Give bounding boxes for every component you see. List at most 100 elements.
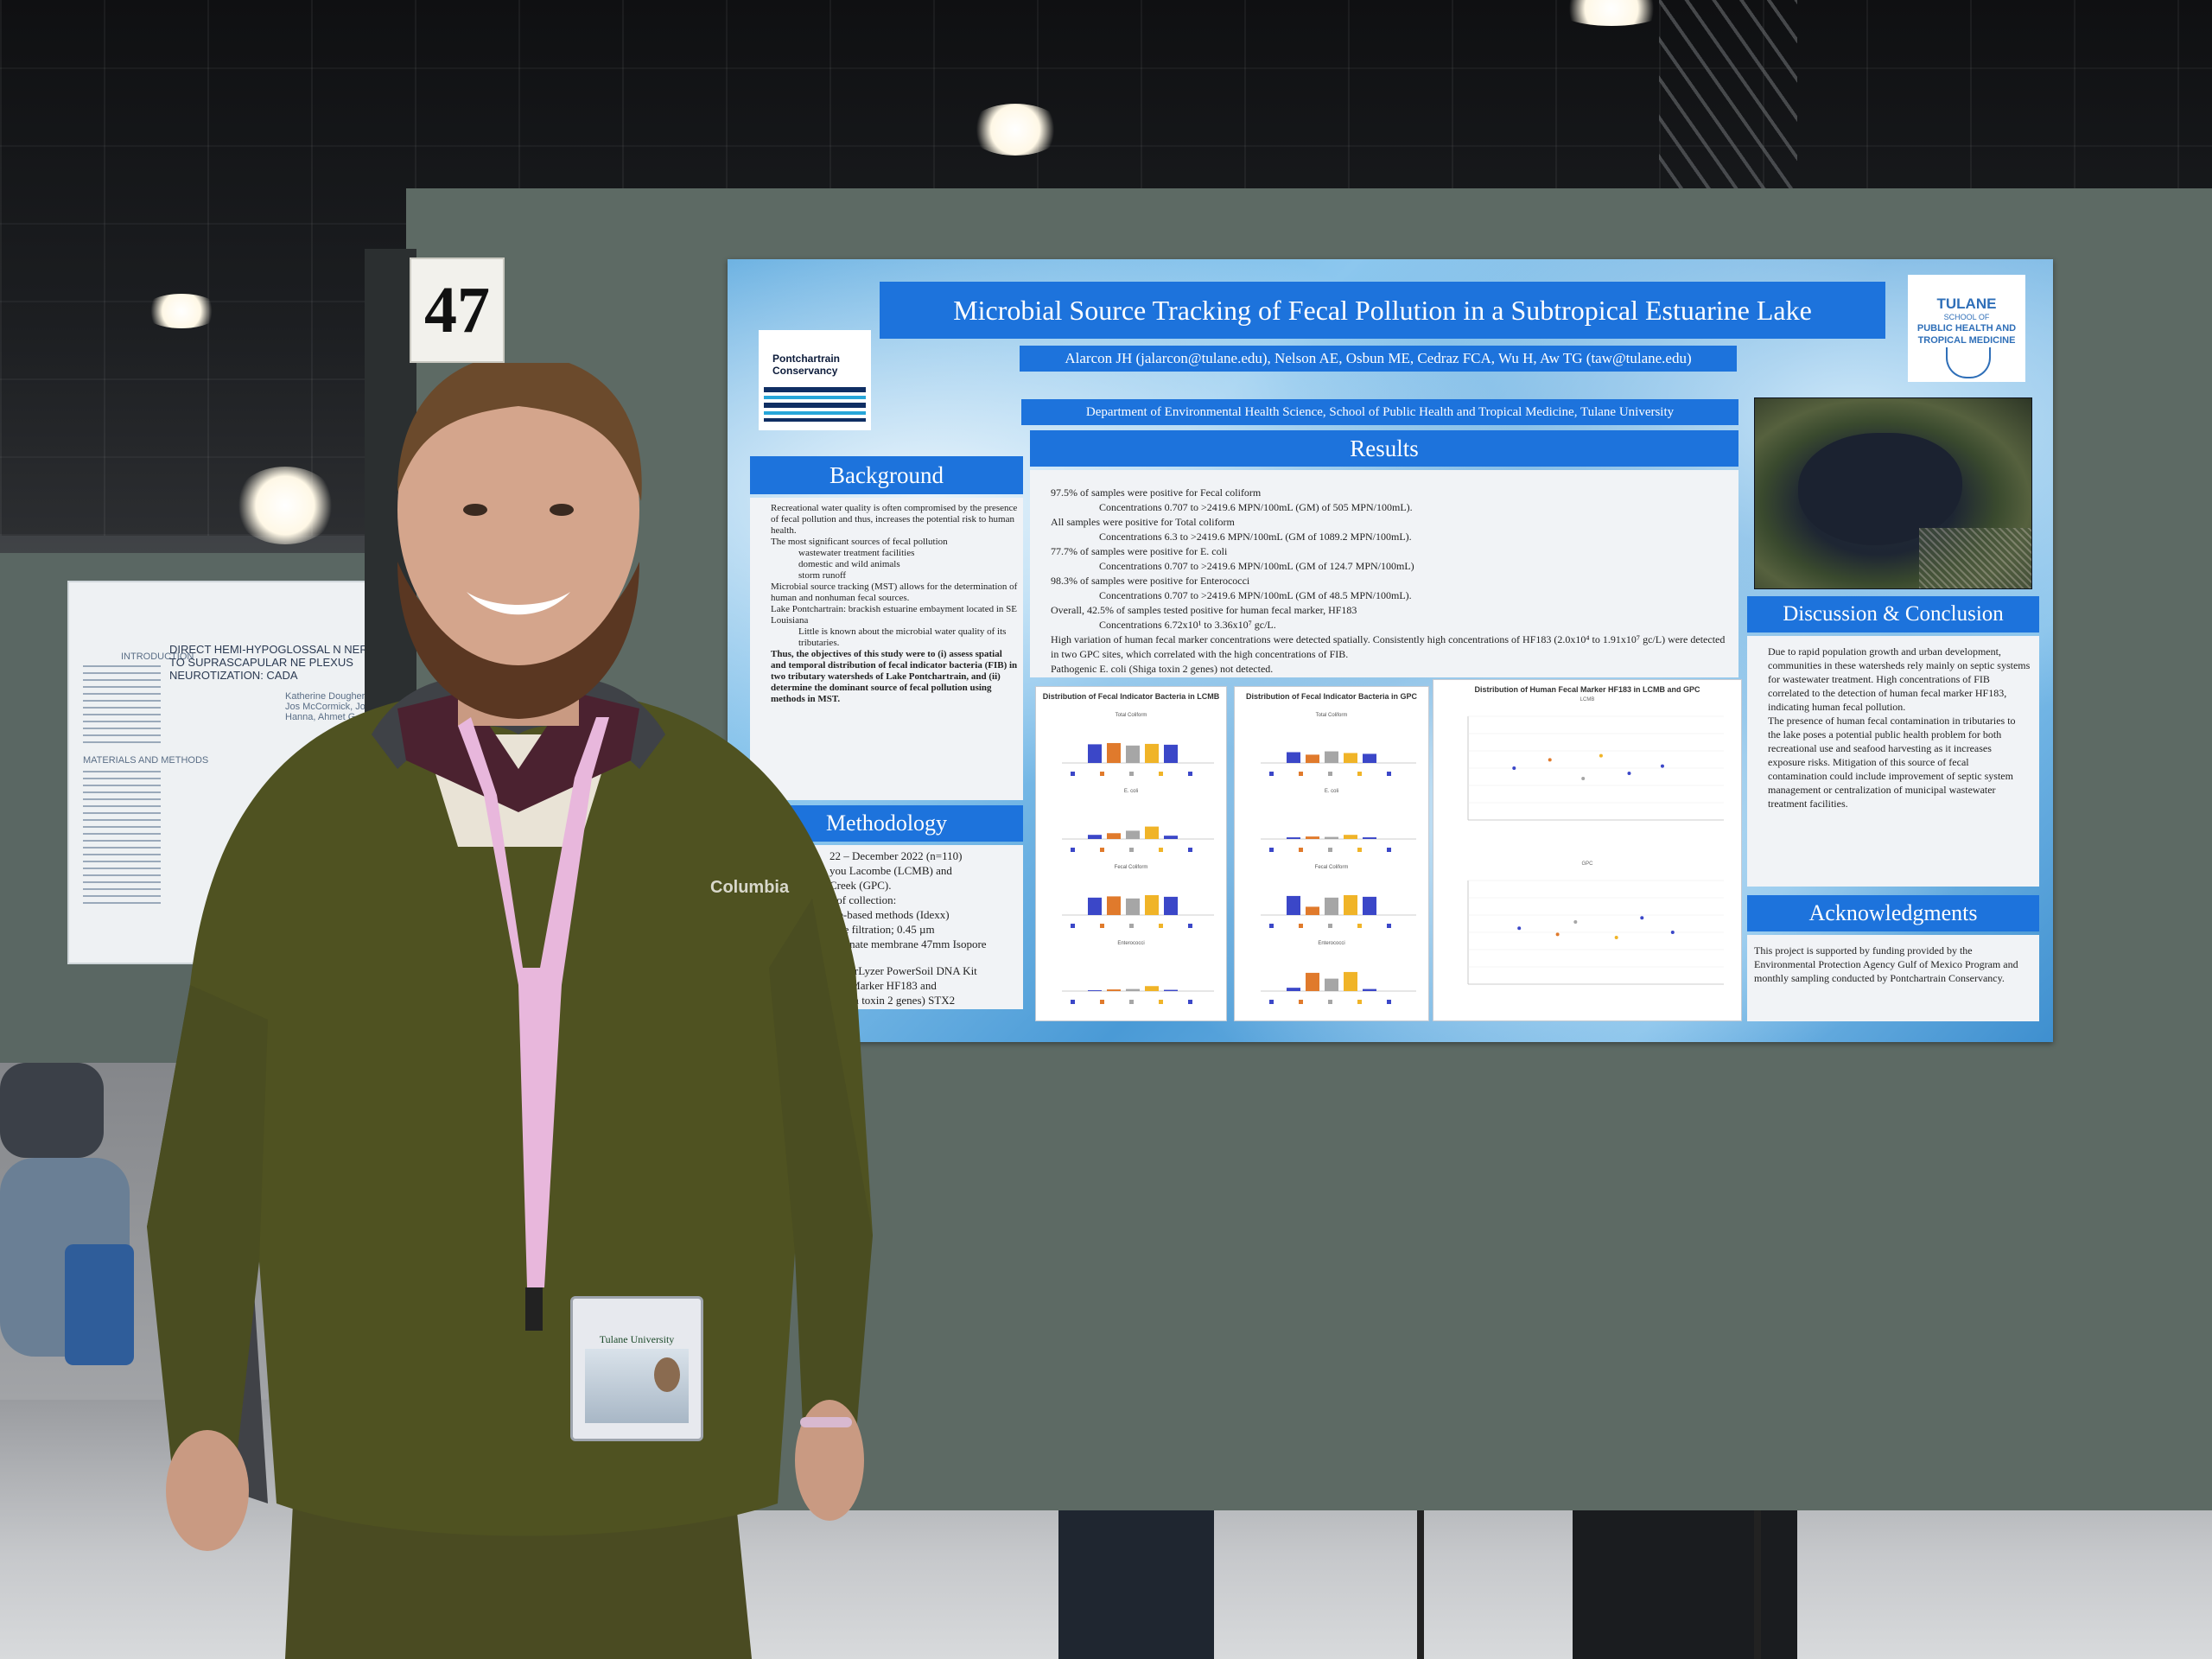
legend-swatch [1269, 924, 1274, 928]
chart-bar [1306, 754, 1319, 763]
background-item: Microbial source tracking (MST) allows f… [771, 582, 1018, 603]
background-panel [750, 498, 1023, 800]
lake-shape [1798, 433, 1962, 545]
results-item: Concentrations 6.72x10¹ to 3.36x10⁷ gc/L… [1099, 619, 1276, 631]
face [397, 363, 639, 665]
legend-swatch [1328, 1000, 1332, 1004]
background-item: storm runoff [798, 570, 847, 581]
backpack [65, 1244, 134, 1365]
left-poster-methods-heading: MATERIALS AND METHODS [83, 755, 209, 766]
tulane-logo-line2: SCHOOL OF [1943, 313, 1990, 321]
methodology-item: 22 – December 2022 (n=110) [830, 849, 963, 862]
chart-bar [1107, 833, 1121, 839]
legend-swatch [1387, 924, 1391, 928]
legend-swatch [1269, 848, 1274, 852]
chart-point [1627, 772, 1631, 775]
discussion-heading: Discussion & Conclusion [1783, 602, 2004, 626]
chart-bar [1287, 895, 1300, 915]
results-item: 97.5% of samples were positive for Fecal… [1051, 486, 1262, 499]
right-eye [550, 504, 574, 516]
legend-swatch [1188, 848, 1192, 852]
chart-point [1599, 753, 1603, 758]
backpack [0, 1063, 104, 1158]
wave-stripes [764, 387, 866, 422]
results-heading: Results [1350, 435, 1419, 461]
legend-swatch [1100, 848, 1104, 852]
left-poster-text-block [83, 665, 161, 748]
right-hand [795, 1400, 864, 1521]
chart-bar [1344, 835, 1357, 839]
poster-authors: Alarcon JH (jalarcon@tulane.edu), Nelson… [1065, 350, 1692, 366]
legend-swatch [1188, 772, 1192, 776]
hf183-panel-label-lcmb: LCMB [1580, 697, 1595, 702]
legend-swatch [1357, 924, 1362, 928]
legend-swatch [1100, 772, 1104, 776]
badge-face [654, 1357, 680, 1392]
left-hand [166, 1430, 249, 1551]
legend-swatch [1159, 1000, 1163, 1004]
chart-bar [1107, 896, 1121, 915]
methodology-item: you Lacombe (LCMB) and [830, 864, 952, 877]
left-poster-authors: Katherine Dougherty, Jos McCormick, Josh… [285, 691, 386, 722]
gpc-chart-title: Distribution of Fecal Indicator Bacteria… [1245, 692, 1418, 701]
board-number-card: 47 [410, 257, 505, 363]
legend-swatch [1328, 772, 1332, 776]
lake-satellite-map [1754, 397, 2032, 589]
legend-swatch [1357, 1000, 1362, 1004]
chart-bar [1325, 897, 1338, 915]
chart-bar [1126, 898, 1140, 915]
chart-bar [1164, 989, 1178, 991]
gpc-bar-charts: Total Coliform E. coli Fecal Coliform Enter… [1261, 713, 1416, 1004]
chart-panel-label: Enterococci [1117, 941, 1144, 946]
chart-point [1548, 758, 1552, 762]
chart-panel-label: Total Coliform [1316, 713, 1348, 718]
legend-swatch [1188, 924, 1192, 928]
left-poster-title: DIRECT HEMI-HYPOGLOSSAL N NERVE TO SUPRA… [169, 643, 383, 682]
lanyard [458, 717, 609, 1287]
chart-bar [1107, 989, 1121, 991]
poster-affiliation: Department of Environmental Health Scien… [1085, 405, 1675, 419]
acknowledgments-heading-bar: Acknowledgments [1747, 895, 2039, 931]
legend-swatch [1100, 1000, 1104, 1004]
legend-swatch [1328, 924, 1332, 928]
chart-bar [1363, 837, 1376, 839]
results-list: 97.5% of samples were positive for Fecal… [1039, 486, 1730, 677]
legend-swatch [1269, 772, 1274, 776]
chart-bar [1088, 897, 1102, 915]
background-heading-bar: Background [750, 456, 1023, 494]
discussion-heading-bar: Discussion & Conclusion [1747, 596, 2039, 632]
methodology-item: me-based methods (Idexx) [830, 908, 950, 921]
tulane-logo-line3: PUBLIC HEALTH AND [1916, 323, 2017, 334]
acknowledgments-panel [1747, 935, 2039, 1021]
results-item: All samples were positive for Total coli… [1051, 516, 1235, 528]
tulane-logo-line4: TROPICAL MEDICINE [1917, 335, 2016, 346]
legend-swatch [1299, 924, 1303, 928]
legend-swatch [1071, 848, 1075, 852]
results-item: 77.7% of samples were positive for E. co… [1051, 545, 1228, 557]
chart-bar [1287, 988, 1300, 991]
background-heading: Background [830, 462, 944, 488]
chart-point [1660, 764, 1664, 768]
lanyard-clip [525, 1287, 543, 1331]
poster-title: Microbial Source Tracking of Fecal Pollu… [953, 295, 1812, 326]
background-item: wastewater treatment facilities [798, 548, 915, 558]
methodology-item: s of collection: [830, 893, 897, 906]
left-eye [463, 504, 487, 516]
legend-swatch [1387, 848, 1391, 852]
legend-swatch [1100, 924, 1104, 928]
left-arm [147, 985, 268, 1486]
chart-point [1517, 926, 1522, 931]
methodology-item: (Shiga toxin 2 genes) STX2 [830, 994, 956, 1007]
legend-swatch [1071, 924, 1075, 928]
legend-swatch [1071, 772, 1075, 776]
board-stand-leg [1417, 1503, 1424, 1659]
methodology-item: Creek (GPC). [830, 879, 892, 892]
chart-panel-label: Total Coliform [1116, 713, 1147, 718]
background-person-legs [1573, 1503, 1797, 1659]
hair [397, 363, 642, 501]
methodology-item: arbonate membrane 47mm Isopore [830, 938, 987, 950]
results-item: Concentrations 0.707 to >2419.6 MPN/100m… [1099, 501, 1413, 513]
legend-swatch [1357, 848, 1362, 852]
chart-bar [1107, 742, 1121, 763]
acknowledgments-text: This project is supported by funding pro… [1754, 944, 2018, 984]
